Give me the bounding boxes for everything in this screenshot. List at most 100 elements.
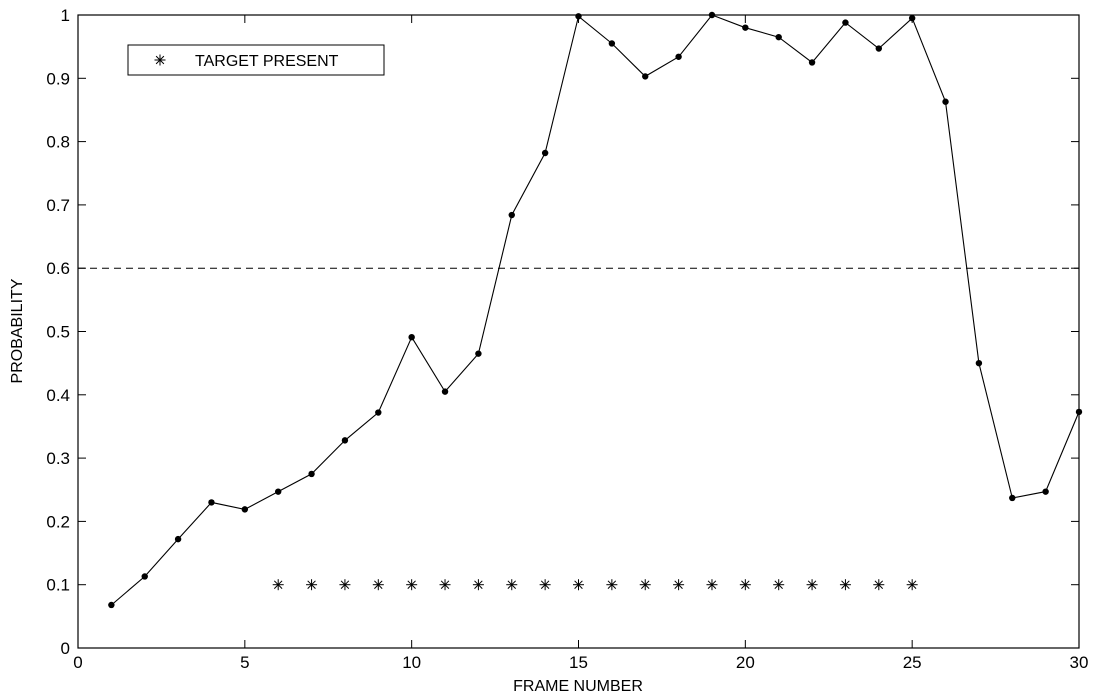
probability-point [942, 98, 949, 105]
probability-point [475, 350, 482, 357]
target-present-marker [372, 579, 384, 591]
probability-point [108, 601, 115, 609]
probability-point [1042, 488, 1049, 495]
probability-point [842, 19, 849, 26]
plot-frame [77, 14, 1080, 649]
probability-point [408, 333, 415, 341]
star-stroke [674, 580, 683, 589]
probability-point [308, 470, 315, 478]
x-tick-label: 30 [1070, 653, 1089, 672]
probability-point [341, 437, 349, 444]
y-tick-label: 0.9 [46, 69, 70, 88]
star-stroke [907, 580, 917, 589]
probability-line [111, 14, 1080, 606]
probability-point [1075, 408, 1083, 416]
x-tick-label: 5 [240, 653, 249, 672]
target-present-marker [639, 579, 651, 591]
probability-point [375, 409, 382, 416]
y-tick-label: 0 [61, 639, 70, 658]
probability-point [1009, 494, 1016, 502]
target-present-marker [339, 579, 351, 591]
star-stroke [307, 580, 316, 589]
y-tick-label: 0.6 [46, 259, 70, 278]
y-axis-title: PROBABILITY [9, 278, 26, 383]
star-stroke [507, 580, 517, 589]
tick-labels: 0 5 10 15 20 25 30 0 0.1 0.2 0.3 0.4 0.5 0.6 0.7 0.8 0.9… [46, 6, 1088, 672]
y-tick-label: 1 [61, 6, 70, 25]
target-present-marker [306, 579, 318, 591]
star-stroke [540, 580, 550, 589]
x-tick-label: 25 [903, 653, 922, 672]
probability-point [975, 359, 983, 367]
target-present-marker [539, 579, 551, 591]
star-stroke [841, 580, 850, 589]
star-stroke [474, 580, 483, 589]
target-present-marker [839, 579, 851, 591]
x-tick-label: 10 [402, 653, 421, 672]
target-present-marker [873, 579, 885, 591]
probability-point [241, 506, 249, 513]
target-present-marker [773, 579, 785, 591]
probability-point [541, 149, 549, 157]
probability-point [775, 33, 782, 41]
probability-point [875, 45, 882, 52]
star-stroke [774, 580, 783, 589]
star-stroke [874, 580, 884, 589]
y-tick-label: 0.2 [46, 512, 70, 531]
target-present-marker [906, 579, 918, 591]
target-present-marker [706, 579, 718, 591]
legend: TARGET PRESENT [127, 44, 385, 76]
y-tick-label: 0.1 [46, 576, 70, 595]
x-tick-label: 15 [569, 653, 588, 672]
x-tick-label: 20 [736, 653, 755, 672]
star-stroke [741, 580, 750, 589]
probability-point [642, 73, 649, 80]
target-present-marker [506, 579, 518, 591]
probability-point [808, 59, 816, 66]
probability-point [675, 53, 682, 60]
target-present-marker [606, 579, 618, 591]
target-present-marker [573, 579, 584, 591]
star-stroke [707, 580, 717, 589]
probability-point [275, 488, 282, 495]
star-stroke [374, 580, 383, 589]
target-present-marker [739, 579, 751, 591]
probability-point [608, 40, 616, 47]
ticks-layer [77, 14, 1080, 649]
probability-point [208, 499, 215, 506]
star-stroke [340, 580, 350, 589]
y-tick-label: 0.3 [46, 449, 70, 468]
probability-point [708, 11, 716, 19]
star-stroke [574, 580, 583, 589]
star-stroke [640, 580, 650, 589]
probability-point [441, 388, 449, 395]
star-stroke [607, 580, 617, 589]
star-stroke [155, 55, 165, 65]
legend-box [127, 44, 385, 76]
star-stroke [407, 580, 416, 589]
y-tick-label: 0.7 [46, 196, 70, 215]
series-layer [108, 11, 1083, 609]
star-stroke [273, 580, 283, 589]
target-present-marker [673, 579, 685, 591]
target-present-marker [439, 579, 451, 591]
star-stroke [807, 580, 817, 589]
target-present-marker [472, 579, 484, 591]
x-tick-label: 0 [73, 653, 82, 672]
target-present-marker [272, 579, 284, 591]
x-axis-title: FRAME NUMBER [513, 678, 643, 695]
y-tick-label: 0.8 [46, 133, 70, 152]
probability-point [141, 573, 148, 580]
target-present-marker [806, 579, 818, 591]
probability-point [742, 24, 749, 31]
probability-point [508, 211, 515, 219]
star-stroke [440, 580, 450, 589]
probability-point [174, 535, 182, 543]
legend-label: TARGET PRESENT [195, 53, 339, 70]
target-present-marker [406, 579, 418, 591]
y-tick-label: 0.4 [46, 386, 70, 405]
y-tick-label: 0.5 [46, 323, 70, 342]
legend-star [154, 54, 166, 66]
legend-star-marker [154, 54, 166, 66]
